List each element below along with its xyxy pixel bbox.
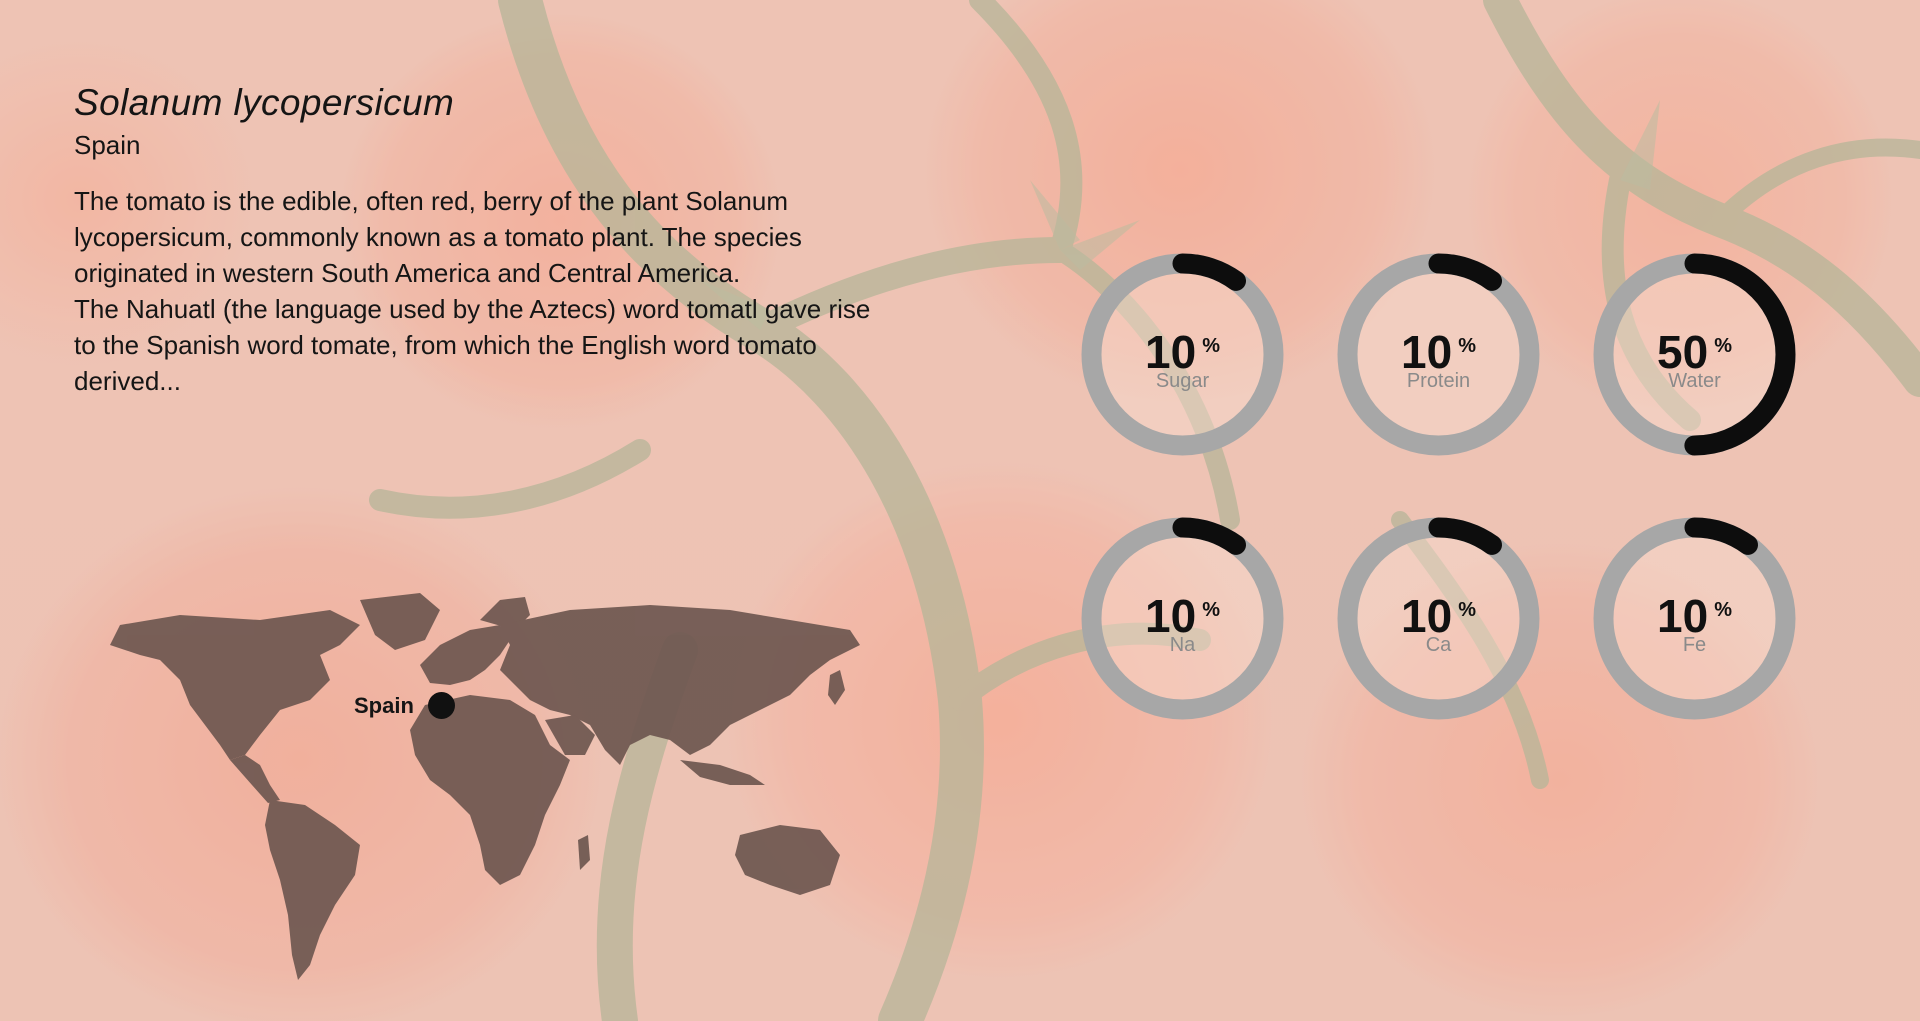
gauge-fe: 10% Fe (1592, 516, 1797, 721)
gauge-na: 10% Na (1080, 516, 1285, 721)
gauge-value: 10% (1657, 590, 1732, 642)
gauge-ring (1593, 253, 1796, 456)
world-map-land (110, 593, 860, 980)
nutrient-gauges: 10% Sugar 10% Protein 50% Water 10% Na 1… (1080, 252, 1800, 722)
gauge-value: 10% (1401, 590, 1476, 642)
gauge-value: 10% (1145, 326, 1220, 378)
gauge-fill (1337, 253, 1540, 456)
map-location-pin[interactable] (428, 692, 455, 719)
gauge-unit: % (1714, 335, 1732, 357)
gauge-label: Protein (1406, 370, 1471, 392)
gauge-value: 10% (1145, 590, 1220, 642)
gauge-ring (1081, 517, 1284, 720)
description-paragraph: The Nahuatl (the language used by the Az… (74, 294, 871, 396)
gauge-unit: % (1202, 599, 1220, 621)
description-paragraph: The tomato is the edible, often red, ber… (74, 186, 802, 288)
gauge-fill (1337, 517, 1540, 720)
gauge-label: Sugar (1155, 370, 1210, 392)
gauge-water: 50% Water (1592, 252, 1797, 457)
gauge-label: Fe (1682, 634, 1707, 656)
map-pin-label: Spain (354, 693, 414, 718)
gauge-ring (1593, 517, 1796, 720)
gauge-fill (1081, 253, 1284, 456)
gauge-sugar: 10% Sugar (1080, 252, 1285, 457)
gauge-ring (1337, 253, 1540, 456)
gauge-protein: 10% Protein (1336, 252, 1541, 457)
world-map (110, 593, 860, 980)
gauge-label: Ca (1425, 634, 1452, 656)
gauge-fill (1081, 517, 1284, 720)
gauge-ring (1337, 517, 1540, 720)
gauge-unit: % (1458, 335, 1476, 357)
origin-country: Spain (74, 130, 141, 160)
gauge-ring (1081, 253, 1284, 456)
gauge-unit: % (1714, 599, 1732, 621)
gauge-fill (1593, 253, 1796, 456)
gauge-value: 10% (1401, 326, 1476, 378)
species-title: Solanum lycopersicum (74, 82, 455, 123)
gauge-value: 50% (1657, 326, 1732, 378)
gauge-unit: % (1202, 335, 1220, 357)
gauge-label: Na (1169, 634, 1196, 656)
gauge-ca: 10% Ca (1336, 516, 1541, 721)
species-description: The tomato is the edible, often red, ber… (74, 183, 874, 399)
gauge-fill (1593, 517, 1796, 720)
gauge-label: Water (1668, 370, 1721, 392)
gauge-unit: % (1458, 599, 1476, 621)
